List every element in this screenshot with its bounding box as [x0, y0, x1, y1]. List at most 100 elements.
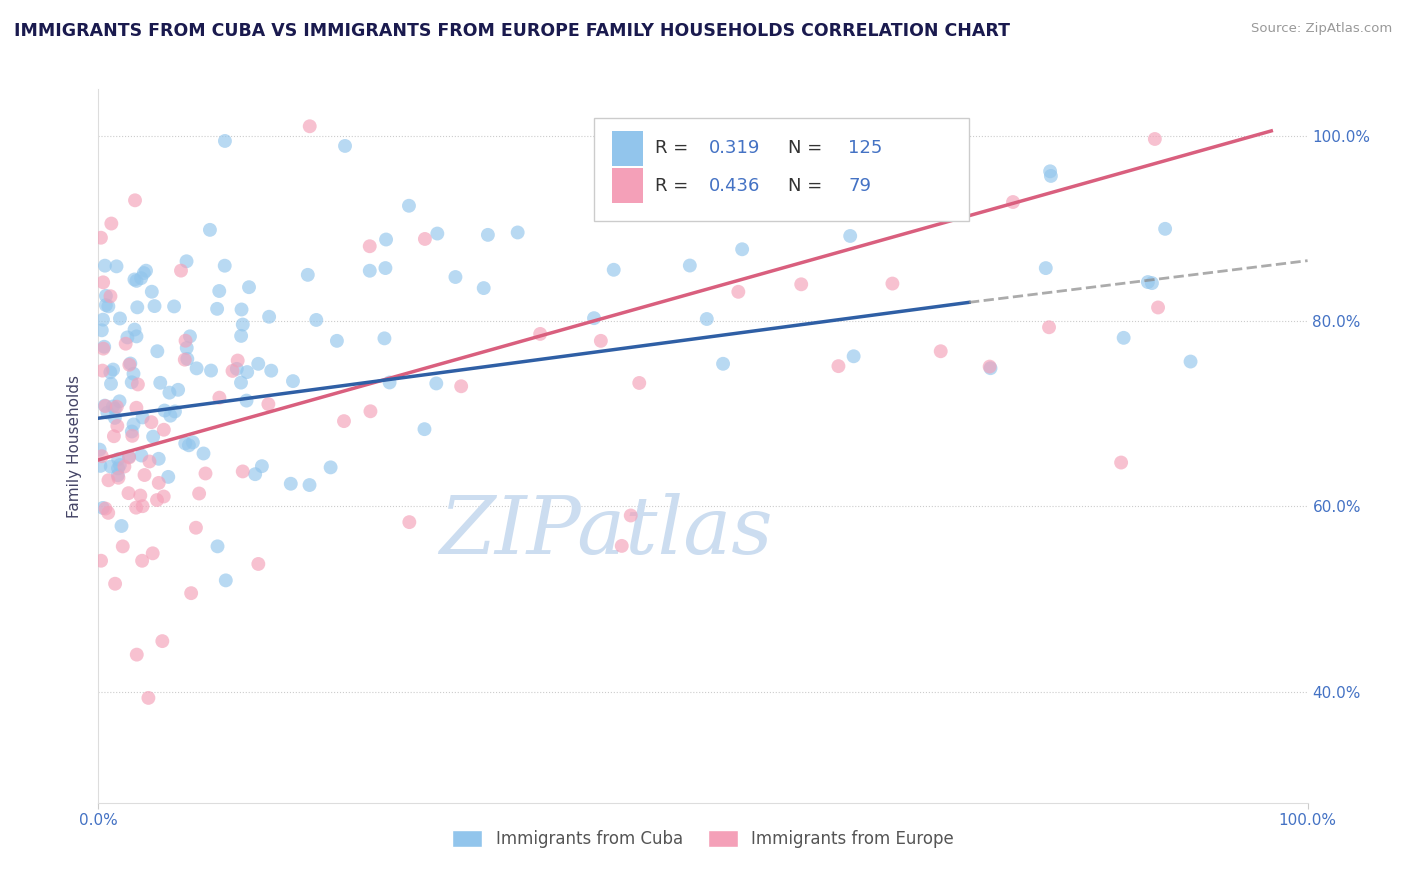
- Point: [94, 289, 117, 303]
- Point: [179, 329, 201, 343]
- Point: [108, 458, 131, 472]
- Point: [90, 449, 112, 463]
- Point: [207, 540, 229, 554]
- Point: [281, 374, 304, 388]
- Point: [231, 302, 253, 317]
- Point: [125, 274, 148, 288]
- Point: [94, 259, 117, 273]
- Point: [333, 139, 356, 153]
- Point: [696, 200, 718, 214]
- Point: [979, 359, 1001, 374]
- Point: [711, 357, 734, 371]
- Point: [929, 344, 952, 359]
- Point: [297, 268, 319, 282]
- Point: [696, 312, 718, 326]
- Point: [105, 260, 128, 274]
- Point: [125, 648, 148, 662]
- Point: [163, 404, 186, 418]
- Text: 0.319: 0.319: [709, 139, 761, 157]
- Point: [134, 468, 156, 483]
- Point: [90, 323, 112, 337]
- Point: [104, 401, 127, 416]
- Point: [110, 519, 132, 533]
- Point: [378, 376, 401, 390]
- Point: [188, 486, 211, 500]
- Point: [477, 227, 499, 242]
- Point: [118, 450, 141, 464]
- Point: [118, 450, 141, 465]
- Point: [582, 311, 605, 326]
- Point: [250, 459, 273, 474]
- Point: [143, 299, 166, 313]
- Point: [193, 446, 215, 460]
- Point: [98, 365, 121, 379]
- Point: [125, 329, 148, 343]
- Text: N =: N =: [787, 139, 828, 157]
- Point: [142, 546, 165, 560]
- FancyBboxPatch shape: [613, 169, 643, 202]
- Point: [117, 486, 139, 500]
- Point: [138, 690, 160, 705]
- Point: [398, 515, 420, 529]
- Point: [132, 266, 155, 280]
- FancyBboxPatch shape: [613, 131, 643, 166]
- Point: [1035, 261, 1057, 276]
- Point: [176, 351, 198, 366]
- Point: [506, 226, 529, 240]
- Point: [146, 493, 169, 508]
- Point: [1039, 169, 1062, 183]
- Point: [373, 331, 395, 345]
- Point: [186, 361, 208, 376]
- Point: [177, 438, 200, 452]
- Point: [413, 422, 436, 436]
- Point: [1140, 276, 1163, 290]
- Text: 0.436: 0.436: [709, 177, 761, 194]
- Point: [142, 429, 165, 443]
- Point: [214, 134, 236, 148]
- Point: [174, 334, 197, 348]
- Point: [124, 194, 146, 208]
- Point: [229, 329, 252, 343]
- Legend: Immigrants from Cuba, Immigrants from Europe: Immigrants from Cuba, Immigrants from Eu…: [453, 830, 953, 848]
- Point: [184, 521, 207, 535]
- Point: [205, 301, 228, 316]
- Point: [232, 318, 254, 332]
- Point: [131, 449, 153, 463]
- Point: [148, 451, 170, 466]
- Point: [120, 357, 142, 371]
- Point: [215, 574, 238, 588]
- Point: [121, 425, 143, 439]
- Point: [91, 363, 114, 377]
- Point: [176, 254, 198, 268]
- Point: [170, 263, 193, 277]
- Point: [1112, 331, 1135, 345]
- Point: [247, 557, 270, 571]
- Point: [131, 410, 153, 425]
- Point: [97, 506, 120, 520]
- Point: [94, 298, 117, 312]
- Point: [159, 409, 181, 423]
- Point: [129, 489, 152, 503]
- Point: [127, 377, 149, 392]
- Point: [157, 470, 180, 484]
- FancyBboxPatch shape: [595, 118, 969, 221]
- Point: [1038, 320, 1060, 334]
- Point: [107, 461, 129, 475]
- Y-axis label: Family Households: Family Households: [67, 375, 83, 517]
- Point: [180, 586, 202, 600]
- Point: [1147, 301, 1170, 315]
- Point: [96, 406, 118, 420]
- Point: [200, 363, 222, 377]
- Point: [124, 272, 146, 286]
- Point: [152, 490, 174, 504]
- Point: [91, 312, 114, 326]
- Point: [100, 217, 122, 231]
- Point: [790, 277, 813, 292]
- Point: [628, 376, 651, 390]
- Point: [1109, 456, 1132, 470]
- Point: [121, 429, 143, 443]
- Point: [125, 500, 148, 515]
- Point: [122, 367, 145, 381]
- Point: [298, 478, 321, 492]
- Point: [125, 401, 148, 415]
